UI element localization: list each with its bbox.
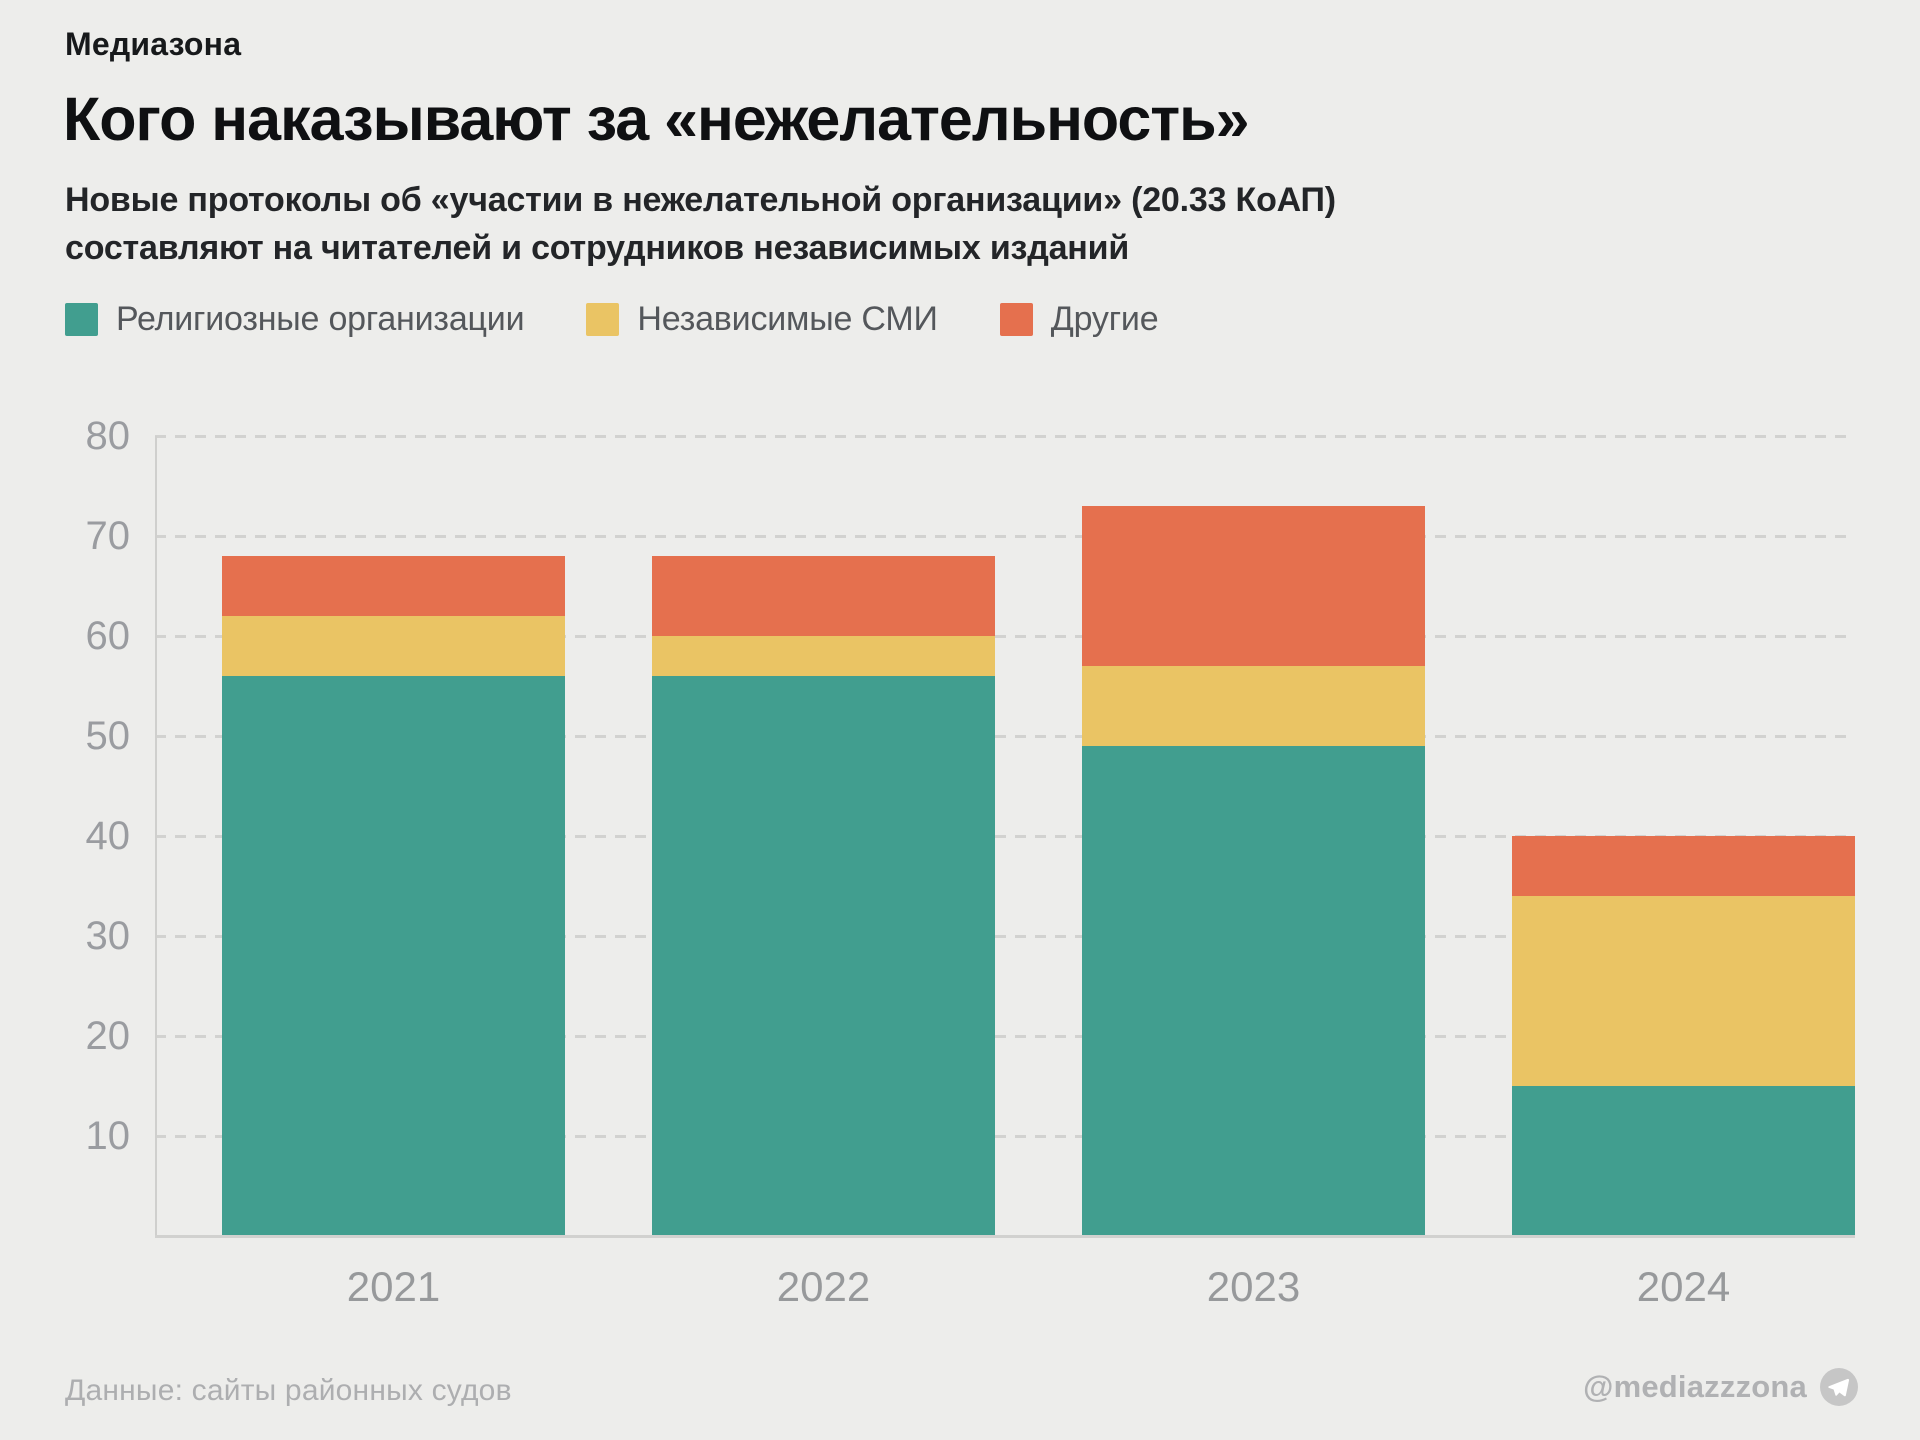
gridline-40 bbox=[155, 834, 1855, 838]
y-tick-label: 30 bbox=[85, 914, 131, 958]
x-tick-label-2022: 2022 bbox=[776, 1263, 871, 1310]
bar-segment-2022-Религиозные организации bbox=[652, 676, 995, 1236]
bar-segment-2021-Другие bbox=[222, 556, 565, 616]
gridline-50 bbox=[155, 734, 1855, 738]
y-tick-label: 50 bbox=[85, 714, 131, 758]
subtitle-line-2: составляют на читателей и сотрудников не… bbox=[65, 229, 1130, 267]
y-axis-line bbox=[155, 436, 157, 1236]
y-tick-label: 60 bbox=[85, 614, 131, 658]
chart-legend: Религиозные организации Независимые СМИ Др… bbox=[65, 300, 1159, 339]
y-tick-label: 70 bbox=[85, 514, 131, 558]
telegram-handle: @mediazzzona bbox=[1583, 1368, 1858, 1406]
legend-item-Независимые СМИ: Независимые СМИ bbox=[586, 300, 938, 339]
gridline-10 bbox=[155, 1134, 1855, 1138]
bar-segment-2024-Религиозные организации bbox=[1512, 1086, 1855, 1236]
bar-segment-2024-Независимые СМИ bbox=[1512, 896, 1855, 1086]
bar-segment-2021-Независимые СМИ bbox=[222, 616, 565, 676]
bar-segment-2023-Другие bbox=[1082, 506, 1425, 666]
bar-segment-2022-Независимые СМИ bbox=[652, 636, 995, 676]
page-title: Кого наказывают за «нежелательность» bbox=[63, 85, 1250, 153]
legend-swatch bbox=[999, 303, 1033, 336]
bar-2022 bbox=[652, 556, 995, 1236]
bar-segment-2023-Религиозные организации bbox=[1082, 746, 1425, 1236]
y-tick-label: 40 bbox=[85, 814, 131, 858]
x-tick-label-2023: 2023 bbox=[1206, 1263, 1301, 1310]
telegram-icon bbox=[1820, 1368, 1858, 1406]
legend-swatch bbox=[586, 303, 620, 336]
gridline-70 bbox=[155, 534, 1855, 538]
x-tick-label-2024: 2024 bbox=[1636, 1263, 1731, 1310]
legend-label: Религиозные организации bbox=[116, 300, 525, 338]
brand-logo: Медиазона bbox=[65, 26, 242, 62]
subtitle-line-1: Новые протоколы об «участии в нежелатель… bbox=[65, 181, 1336, 219]
legend-item-Религиозные организации: Религиозные организации bbox=[65, 300, 525, 339]
x-tick-label-2021: 2021 bbox=[346, 1263, 441, 1310]
bar-segment-2022-Другие bbox=[652, 556, 995, 636]
gridline-80 bbox=[155, 434, 1855, 438]
gridline-60 bbox=[155, 634, 1855, 638]
legend-label: Другие bbox=[1050, 300, 1159, 338]
gridline-30 bbox=[155, 934, 1855, 938]
bar-2021 bbox=[222, 556, 565, 1236]
bar-segment-2024-Другие bbox=[1512, 836, 1855, 896]
x-axis-baseline bbox=[155, 1234, 1855, 1238]
y-tick-label: 20 bbox=[85, 1014, 131, 1058]
bar-segment-2021-Религиозные организации bbox=[222, 676, 565, 1236]
y-tick-label: 80 bbox=[85, 414, 131, 458]
bar-2024 bbox=[1512, 836, 1855, 1236]
y-tick-label: 10 bbox=[85, 1114, 131, 1158]
source-note: Данные: сайты районных судов bbox=[65, 1374, 512, 1407]
bar-segment-2023-Независимые СМИ bbox=[1082, 666, 1425, 746]
telegram-handle-text: @mediazzzona bbox=[1583, 1369, 1807, 1404]
gridline-20 bbox=[155, 1034, 1855, 1038]
legend-label: Независимые СМИ bbox=[637, 300, 938, 338]
bar-2023 bbox=[1082, 506, 1425, 1236]
page-subtitle: Новые протоколы об «участии в нежелатель… bbox=[65, 176, 1336, 272]
legend-item-Другие: Другие bbox=[999, 300, 1159, 339]
legend-swatch bbox=[65, 303, 98, 336]
